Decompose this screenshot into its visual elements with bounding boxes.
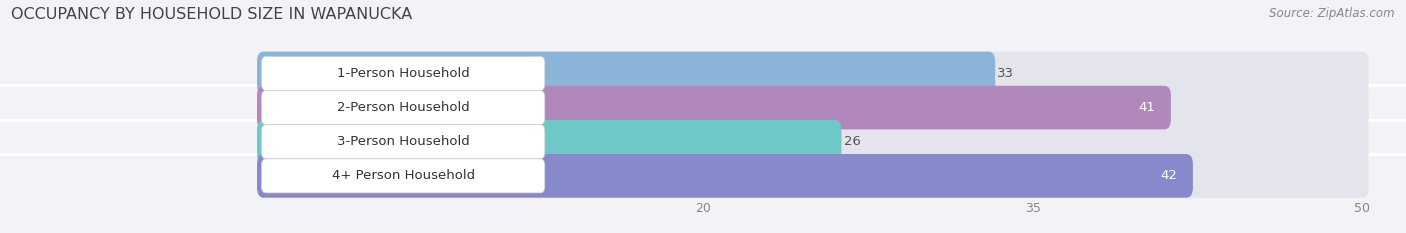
FancyBboxPatch shape (262, 56, 546, 90)
Text: 42: 42 (1160, 169, 1178, 182)
FancyBboxPatch shape (257, 154, 1192, 198)
FancyBboxPatch shape (262, 90, 546, 125)
FancyBboxPatch shape (257, 120, 841, 164)
FancyBboxPatch shape (262, 125, 546, 159)
FancyBboxPatch shape (257, 154, 1368, 198)
Text: 1-Person Household: 1-Person Household (337, 67, 470, 80)
Text: 2-Person Household: 2-Person Household (337, 101, 470, 114)
FancyBboxPatch shape (257, 51, 1368, 95)
FancyBboxPatch shape (257, 51, 995, 95)
Text: Source: ZipAtlas.com: Source: ZipAtlas.com (1270, 7, 1395, 20)
FancyBboxPatch shape (257, 120, 1368, 164)
Text: 41: 41 (1139, 101, 1156, 114)
Text: 4+ Person Household: 4+ Person Household (332, 169, 475, 182)
FancyBboxPatch shape (257, 86, 1368, 130)
Text: OCCUPANCY BY HOUSEHOLD SIZE IN WAPANUCKA: OCCUPANCY BY HOUSEHOLD SIZE IN WAPANUCKA (11, 7, 412, 22)
FancyBboxPatch shape (257, 86, 1171, 130)
Text: 33: 33 (997, 67, 1014, 80)
Text: 3-Person Household: 3-Person Household (337, 135, 470, 148)
FancyBboxPatch shape (262, 159, 546, 193)
Text: 26: 26 (844, 135, 860, 148)
